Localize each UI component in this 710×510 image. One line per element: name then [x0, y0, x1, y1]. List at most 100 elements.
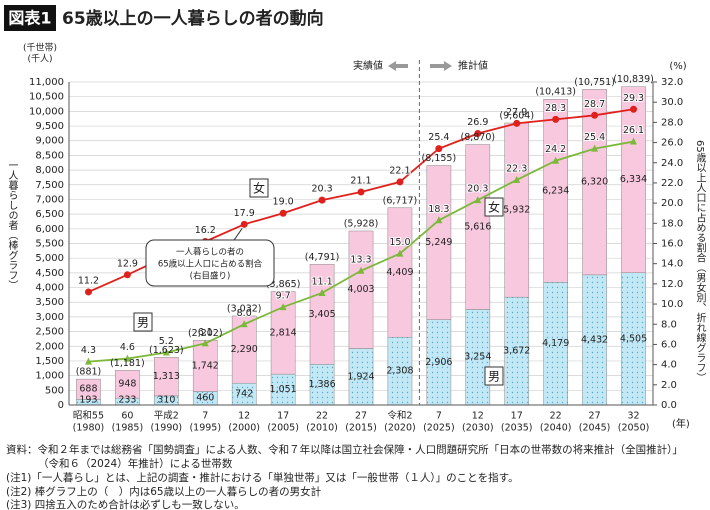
callout-text: 一人暮らしの者の	[176, 247, 244, 258]
x-tick-label: 平成2	[154, 410, 179, 422]
line-label: 8.0	[237, 308, 252, 319]
y2-axis-title: 65歳以上人口に占める割合（男女別、折れ線グラフ）	[694, 140, 706, 383]
total-label: (8,155)	[422, 153, 457, 164]
y2-tick-label: 16.0	[661, 239, 683, 250]
y2-tick-label: 22.0	[661, 178, 683, 189]
x-tick-label: 27	[355, 411, 367, 422]
marker	[84, 357, 92, 365]
y2-tick-label: 10.0	[661, 299, 683, 310]
y-tick-label: 3,000	[35, 312, 64, 323]
x-tick-label: 7	[436, 411, 442, 422]
line-label: 24.2	[545, 144, 566, 155]
bar-texture	[76, 399, 101, 405]
bar	[621, 86, 646, 273]
line-label: 18.3	[428, 204, 449, 215]
total-label: (8,870)	[460, 132, 495, 143]
y2-tick-label: 18.0	[661, 218, 683, 229]
bar-label: 4,505	[620, 333, 647, 344]
bar-texture	[193, 391, 218, 405]
marker	[201, 339, 209, 347]
y-tick-label: 10,500	[29, 92, 64, 103]
y-tick-label: 3,500	[35, 297, 64, 308]
bar-label: 742	[235, 389, 253, 400]
bar-texture	[543, 282, 568, 405]
y-tick-label: 1,500	[35, 356, 64, 367]
y-tick-label: 7,500	[35, 180, 64, 191]
marker	[240, 320, 248, 328]
marker	[513, 175, 521, 183]
marker	[591, 111, 599, 119]
bar	[154, 357, 179, 397]
x-tick-label: (2040)	[540, 423, 572, 434]
y2-tick-label: 24.0	[661, 158, 683, 169]
bar-label: 4,179	[542, 338, 569, 349]
bar-label: 2,308	[386, 366, 413, 377]
marker	[474, 129, 482, 137]
x-tick-label: 32	[627, 411, 639, 422]
line-label: 26.1	[623, 125, 644, 136]
line-label: 19.0	[273, 197, 294, 208]
x-tick-label: (2010)	[306, 423, 338, 434]
bar-label: 193	[79, 395, 97, 406]
y2-tick-label: 28.0	[661, 117, 683, 128]
y2-tick-label: 12.0	[661, 279, 683, 290]
x-tick-label: (1990)	[151, 423, 183, 434]
y-tick-label: 2,500	[35, 327, 64, 338]
bar-label: 310	[157, 395, 175, 406]
marker	[357, 188, 365, 196]
bar	[115, 370, 140, 399]
bar-label: 3,672	[503, 346, 530, 357]
bar-texture	[582, 274, 607, 405]
line-label: 20.3	[311, 184, 332, 195]
series-tag: 男	[137, 316, 149, 330]
callout-box	[145, 239, 275, 287]
bar-label: 4,003	[347, 284, 374, 295]
line-label: 17.9	[234, 208, 255, 219]
x-unit: (年)	[672, 417, 690, 430]
x-tick-label: 昭和55	[73, 411, 104, 422]
arrow-left	[388, 61, 408, 71]
bar-label: 4,432	[581, 334, 608, 345]
line-label: 5.2	[159, 336, 174, 347]
line-label: 22.3	[506, 163, 527, 174]
x-tick-label: (2050)	[618, 423, 650, 434]
total-label: (10,751)	[574, 77, 615, 88]
bar-texture	[115, 398, 140, 405]
marker	[162, 348, 170, 356]
total-label: (3,865)	[266, 279, 301, 290]
bar	[543, 98, 568, 283]
total-label: (1,623)	[149, 345, 184, 356]
marker	[396, 249, 404, 257]
line-label: 25.4	[584, 132, 605, 143]
total-label: (4,791)	[305, 252, 340, 263]
series-tag-box	[249, 178, 269, 198]
note: (注1)「一人暮らし」とは、上記の調査・推計における「単独世帯」又は「一般世帯（…	[6, 471, 519, 484]
total-label: (5,928)	[344, 218, 379, 229]
y-tick-label: 6,500	[35, 209, 64, 220]
y-tick-label: 1,000	[35, 371, 64, 382]
bar-label: 6,234	[542, 185, 569, 196]
y-tick-label: 8,500	[35, 150, 64, 161]
line-label: 11.2	[78, 275, 99, 286]
callout-text: (右目盛り)	[190, 271, 231, 282]
line-label: 21.1	[350, 176, 371, 187]
y-tick-label: 9,500	[35, 121, 64, 132]
marker	[435, 216, 443, 224]
y2-unit: (%)	[669, 61, 686, 72]
y-tick-label: 5,000	[35, 253, 64, 264]
bar-label: 948	[118, 379, 136, 390]
series-tag: 男	[488, 370, 500, 384]
note: （令和６（2024）年推計）による世帯数	[38, 457, 233, 470]
line-label: 12.9	[117, 258, 138, 269]
y-tick-label: 4,000	[35, 283, 64, 294]
bar	[504, 122, 530, 298]
y2-tick-label: 32.0	[661, 77, 683, 88]
line-label: 11.1	[311, 276, 332, 287]
x-tick-label: 7	[202, 411, 208, 422]
line-label: 28.3	[545, 103, 566, 114]
x-tick-label: (2025)	[423, 423, 455, 434]
x-tick-label: (2035)	[501, 423, 533, 434]
x-tick-label: 令和2	[387, 410, 412, 422]
bar-label: 2,290	[231, 344, 258, 355]
marker	[318, 288, 326, 296]
